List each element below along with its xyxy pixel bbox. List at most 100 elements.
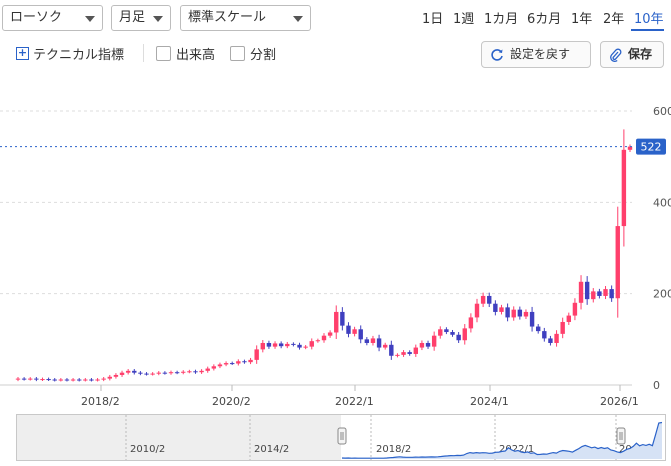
candle xyxy=(572,302,578,316)
candle xyxy=(64,379,70,381)
period-1y[interactable]: 1年 xyxy=(571,12,593,27)
navigator-label: 2018/2 xyxy=(376,444,411,455)
chevron-down-icon xyxy=(293,16,303,22)
candle xyxy=(419,342,425,348)
candle xyxy=(187,371,192,373)
chevron-down-icon xyxy=(85,16,95,22)
navigator-line xyxy=(341,421,663,459)
checkbox-icon xyxy=(156,46,171,61)
navigator-right-handle[interactable] xyxy=(616,427,626,445)
candle xyxy=(278,343,284,347)
candle xyxy=(413,347,419,354)
candle xyxy=(119,372,125,375)
candle xyxy=(584,281,590,300)
candle xyxy=(162,372,168,374)
split-checkbox[interactable]: 分割 xyxy=(230,44,276,63)
candle xyxy=(260,342,266,350)
candle xyxy=(248,359,253,363)
candle xyxy=(70,379,76,381)
save-button[interactable]: 保存 xyxy=(600,41,664,68)
candle xyxy=(340,311,345,326)
reset-settings-button[interactable]: 設定を戻す xyxy=(481,41,591,68)
refresh-icon xyxy=(491,48,503,61)
candle xyxy=(254,349,259,360)
candle xyxy=(401,352,406,355)
candle xyxy=(168,372,174,374)
interval-select[interactable]: 月足 xyxy=(111,5,171,31)
candle xyxy=(376,338,382,348)
period-1d[interactable]: 1日 xyxy=(422,12,444,27)
candle xyxy=(132,370,137,373)
candle xyxy=(309,341,314,347)
candle xyxy=(627,146,633,150)
navigator-left-handle[interactable] xyxy=(337,427,347,445)
candle xyxy=(236,361,241,364)
candle xyxy=(107,376,113,379)
period-6m[interactable]: 6カ月 xyxy=(527,12,562,27)
candle xyxy=(529,311,535,327)
technical-indicator-label: テクニカル指標 xyxy=(33,48,125,63)
plus-icon: + xyxy=(16,46,29,60)
candlestick-chart[interactable]: 0 200 400 600 2018/2 2020/2 2022/1 2024/1 2026/1… xyxy=(0,95,671,410)
range-navigator[interactable]: 2010/2 2014/2 2018/2 2022/1 20 xyxy=(16,414,666,462)
candle xyxy=(389,344,394,356)
candle xyxy=(505,307,510,318)
y-tick-label: 400 xyxy=(653,196,671,209)
active-period-indicator xyxy=(631,29,664,31)
candle xyxy=(395,354,400,356)
candle xyxy=(480,295,486,304)
candle xyxy=(493,303,498,312)
candle xyxy=(352,329,357,334)
volume-checkbox[interactable]: 出来高 xyxy=(156,44,215,63)
x-tick-label: 2026/1 xyxy=(600,395,639,408)
candle xyxy=(615,226,620,299)
candle xyxy=(291,343,296,345)
candle xyxy=(468,317,474,329)
candle xyxy=(101,378,106,380)
candle xyxy=(321,335,327,341)
candle xyxy=(609,289,614,299)
checkbox-icon xyxy=(230,46,245,61)
candle xyxy=(444,329,449,333)
candle xyxy=(40,379,45,381)
navigator-area xyxy=(342,422,662,459)
candle xyxy=(272,343,278,347)
handle-grip-icon xyxy=(337,427,347,445)
candle xyxy=(15,378,21,380)
current-price-label: 522 xyxy=(641,141,662,154)
candle xyxy=(364,339,370,343)
scale-select[interactable]: 標準スケール xyxy=(180,5,311,31)
candle xyxy=(346,325,351,334)
candle xyxy=(199,370,204,373)
candle xyxy=(229,363,235,365)
save-label: 保存 xyxy=(628,47,653,61)
candle xyxy=(566,315,572,322)
candle xyxy=(297,344,302,348)
navigator-unselected-range xyxy=(17,415,341,460)
candle xyxy=(211,366,217,369)
candle xyxy=(542,331,547,339)
period-1m[interactable]: 1カ月 xyxy=(484,12,519,27)
x-tick-label: 2022/1 xyxy=(335,395,374,408)
candle xyxy=(76,379,82,381)
technical-indicator-toggle[interactable]: + テクニカル指標 xyxy=(16,44,124,63)
candle xyxy=(474,303,480,318)
scale-value: 標準スケール xyxy=(188,10,267,25)
chart-type-select[interactable]: ローソク xyxy=(2,5,103,31)
period-1w[interactable]: 1週 xyxy=(453,12,475,27)
candle xyxy=(223,363,229,365)
candle xyxy=(285,343,290,347)
candle xyxy=(327,332,333,336)
candle xyxy=(517,309,523,317)
candle xyxy=(315,340,321,342)
volume-label: 出来高 xyxy=(176,48,216,63)
period-2y[interactable]: 2年 xyxy=(603,12,625,27)
candle xyxy=(89,379,94,381)
candle xyxy=(578,281,584,303)
candle xyxy=(266,342,272,347)
paperclip-icon xyxy=(610,48,622,62)
period-10y[interactable]: 10年 xyxy=(634,12,664,27)
x-tick-label: 2018/2 xyxy=(81,395,120,408)
candle xyxy=(174,372,180,374)
candle xyxy=(334,311,339,333)
